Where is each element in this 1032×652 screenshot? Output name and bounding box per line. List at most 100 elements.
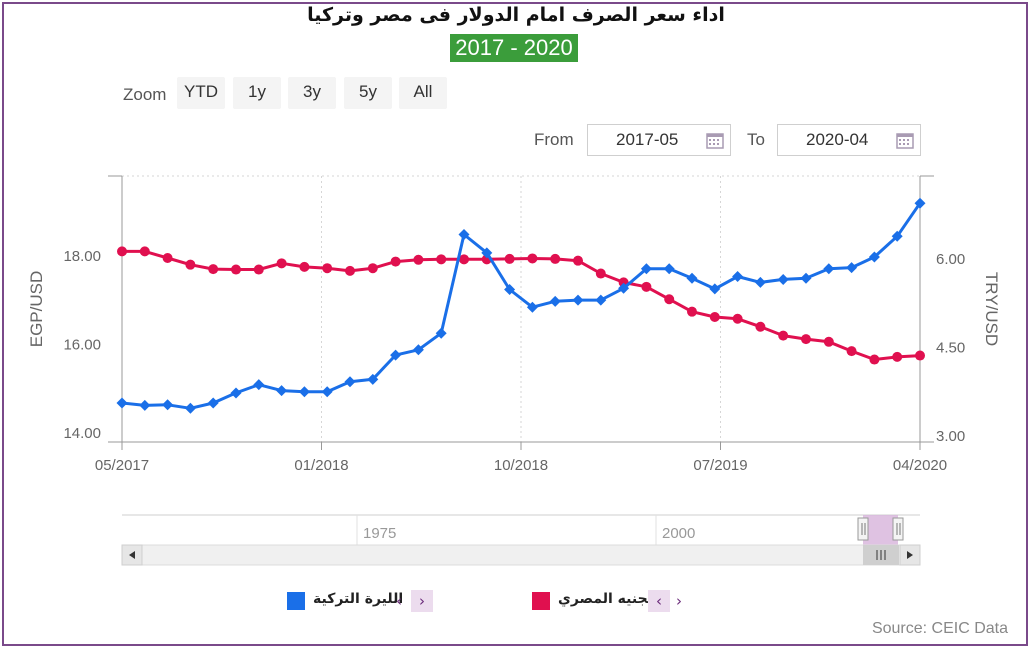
calendar-icon[interactable] xyxy=(706,132,724,149)
data-point-try xyxy=(891,230,903,242)
data-point-egp xyxy=(367,263,378,274)
data-point-try xyxy=(504,283,516,295)
y-right-tick-label: 4.50 xyxy=(936,339,965,356)
data-point-try xyxy=(709,283,721,295)
chart-axes: 05/2017 01/2018 10/2018 07/2019 04/2020 14.00… xyxy=(27,175,1001,474)
data-point-try xyxy=(777,273,789,285)
data-point-try xyxy=(276,385,288,397)
data-point-egp xyxy=(846,346,857,357)
data-point-egp xyxy=(162,253,173,264)
data-point-egp xyxy=(823,336,834,347)
data-point-egp xyxy=(755,321,766,332)
from-label: From xyxy=(534,130,574,149)
legend-swatch-try xyxy=(287,592,305,610)
data-point-egp xyxy=(413,254,424,265)
navigator-right-handle[interactable] xyxy=(892,517,904,541)
data-point-try xyxy=(846,262,858,274)
data-point-try xyxy=(800,272,812,284)
x-tick-label: 07/2019 xyxy=(693,457,747,474)
data-point-try xyxy=(207,397,219,409)
y-right-tick-label: 3.00 xyxy=(936,428,965,445)
data-point-try xyxy=(298,386,310,398)
data-point-egp xyxy=(504,253,515,264)
data-point-try xyxy=(914,197,926,209)
range-navigator: 1975 2000 xyxy=(121,514,921,566)
chevron-right-icon: › xyxy=(676,592,682,610)
y-left-tick-label: 16.00 xyxy=(63,336,101,353)
data-point-egp xyxy=(276,258,287,269)
data-point-egp xyxy=(915,350,925,361)
from-date-input[interactable]: 2017-05 xyxy=(587,124,731,156)
data-point-try xyxy=(367,373,379,385)
zoom-label: Zoom xyxy=(123,85,167,104)
data-point-try xyxy=(572,294,584,306)
chart-grid xyxy=(121,175,921,442)
chevron-left-icon: ‹ xyxy=(396,592,402,610)
to-date-input[interactable]: 2020-04 xyxy=(777,124,921,156)
data-point-egp xyxy=(801,334,811,345)
data-point-try xyxy=(526,301,538,313)
zoom-3y-button[interactable]: 3y xyxy=(288,77,336,109)
data-point-egp xyxy=(436,254,447,265)
data-point-egp xyxy=(778,330,789,341)
data-point-egp xyxy=(595,268,606,279)
navigator-left-handle[interactable] xyxy=(857,517,869,541)
data-point-try xyxy=(253,379,265,391)
data-point-egp xyxy=(732,313,743,324)
data-point-egp xyxy=(664,294,675,305)
data-point-egp xyxy=(253,264,264,275)
data-point-try xyxy=(663,263,675,275)
data-point-egp xyxy=(892,351,903,362)
data-point-try xyxy=(116,397,128,409)
zoom-all-button[interactable]: All xyxy=(399,77,447,109)
zoom-5y-button[interactable]: 5y xyxy=(344,77,392,109)
data-point-try xyxy=(595,294,607,306)
data-point-egp xyxy=(231,264,241,275)
data-point-try xyxy=(412,344,424,356)
data-point-egp xyxy=(185,259,196,270)
data-point-try xyxy=(344,376,356,388)
data-point-egp xyxy=(139,246,150,257)
navigator-selection[interactable] xyxy=(863,515,898,545)
x-tick-label: 05/2017 xyxy=(95,457,149,474)
navigator-scrollbar[interactable] xyxy=(121,544,921,566)
x-tick-label: 04/2020 xyxy=(893,457,947,474)
data-point-egp xyxy=(345,265,355,276)
data-point-egp xyxy=(550,253,561,264)
data-point-egp xyxy=(322,263,333,274)
chart-series xyxy=(116,197,926,414)
y-right-axis-title: TRY/USD xyxy=(982,272,1001,346)
data-point-try xyxy=(139,399,151,411)
chart-title: اداء سعر الصرف امام الدولار فى مصر وتركي… xyxy=(307,4,725,26)
zoom-ytd-button[interactable]: YTD xyxy=(177,77,225,109)
data-point-egp xyxy=(117,246,127,257)
data-point-try xyxy=(184,402,196,414)
source-credit: Source: CEIC Data xyxy=(871,620,1008,637)
data-point-try xyxy=(640,263,652,275)
data-point-egp xyxy=(208,264,219,275)
data-point-egp xyxy=(869,354,880,365)
calendar-icon[interactable] xyxy=(896,132,914,149)
data-point-egp xyxy=(687,306,697,317)
y-left-tick-label: 14.00 xyxy=(63,425,101,442)
y-left-tick-label: 18.00 xyxy=(63,248,101,265)
data-point-egp xyxy=(390,256,401,267)
legend-item-try[interactable]: الليرة التركية ‹ › xyxy=(285,590,445,612)
y-left-axis-title: EGP/USD xyxy=(27,271,46,348)
data-point-egp xyxy=(709,311,720,322)
legend-item-egp[interactable]: الجنيه المصري ‹ › xyxy=(530,590,700,612)
navigator-label-1975: 1975 xyxy=(363,525,396,542)
chevron-left-icon[interactable]: ‹ xyxy=(648,590,670,612)
data-point-try xyxy=(868,251,880,263)
y-right-tick-label: 6.00 xyxy=(936,251,965,268)
data-point-try xyxy=(390,349,402,361)
data-point-egp xyxy=(573,255,583,266)
arrow-right-icon xyxy=(907,551,913,559)
data-point-try xyxy=(458,229,470,241)
zoom-1y-button[interactable]: 1y xyxy=(233,77,281,109)
chevron-right-icon[interactable]: › xyxy=(411,590,433,612)
x-tick-label: 10/2018 xyxy=(494,457,548,474)
data-point-try xyxy=(732,270,744,282)
data-point-egp xyxy=(527,253,538,264)
